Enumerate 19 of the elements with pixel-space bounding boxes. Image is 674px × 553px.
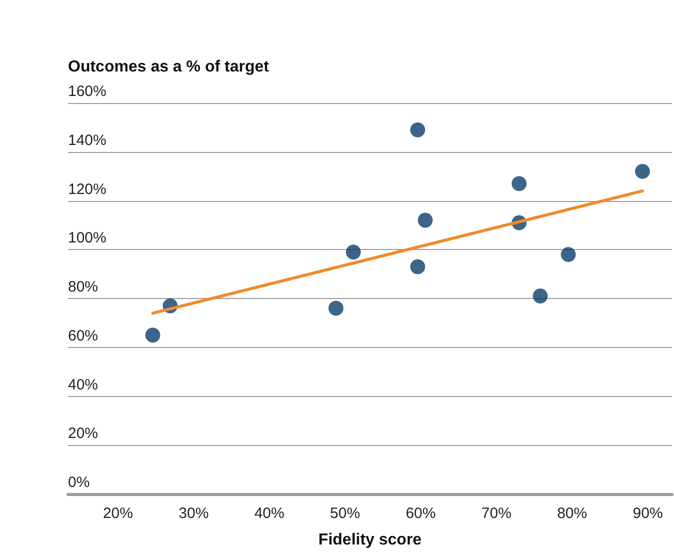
x-tick-label: 50% xyxy=(330,505,360,522)
x-tick-label: 80% xyxy=(557,505,588,522)
x-tick-label: 30% xyxy=(178,505,209,522)
x-tick-label: 70% xyxy=(481,505,512,522)
x-tick-label: 20% xyxy=(102,505,133,522)
y-tick-label: 120% xyxy=(68,180,106,198)
y-tick-label: 100% xyxy=(68,230,106,247)
x-tick-label: 40% xyxy=(254,505,284,522)
y-tick-label: 60% xyxy=(68,327,98,344)
y-tick-label: 0% xyxy=(68,474,90,491)
y-tick-label: 20% xyxy=(68,425,98,442)
y-axis-title: Outcomes as a % of target xyxy=(68,58,270,76)
y-tick-label: 160% xyxy=(68,83,106,100)
y-tick-label: 80% xyxy=(68,278,98,296)
x-tick-label: 90% xyxy=(632,505,663,522)
x-tick-label: 60% xyxy=(406,505,436,522)
x-axis-title: Fidelity score xyxy=(318,532,422,548)
y-tick-label: 140% xyxy=(68,132,106,149)
y-tick-label: 40% xyxy=(68,376,98,394)
